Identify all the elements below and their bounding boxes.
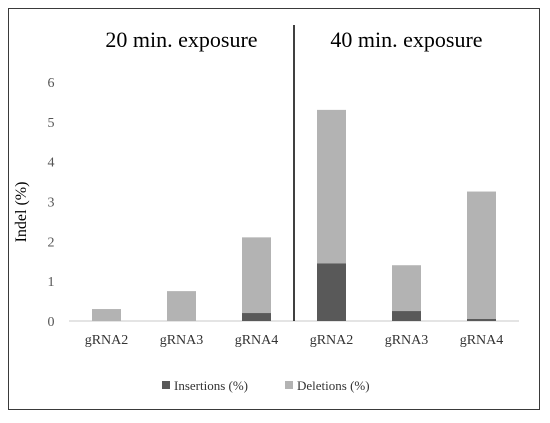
legend-swatch xyxy=(285,381,293,389)
bar-deletions xyxy=(467,191,496,320)
y-axis-ticks: 0 1 2 3 4 5 6 xyxy=(48,76,55,330)
group-label: 20 min. exposure xyxy=(105,27,257,52)
bar-insertions xyxy=(242,313,271,321)
bar-insertions xyxy=(467,319,496,321)
bars xyxy=(92,109,496,321)
legend: Insertions (%) Deletions (%) xyxy=(162,378,370,393)
x-axis-ticks: gRNA2 gRNA3 gRNA4 gRNA2 gRNA3 gRNA4 xyxy=(85,333,504,348)
x-tick-label: gRNA4 xyxy=(235,333,279,348)
x-tick-label: gRNA4 xyxy=(460,333,504,348)
x-tick-label: gRNA3 xyxy=(160,333,204,348)
stacked-bar-chart: 0 1 2 3 4 5 6 gRNA2 gRNA3 gRNA4 gRNA2 gRNA3 gRNA4 2… xyxy=(13,25,519,393)
legend-label: Deletions (%) xyxy=(297,378,370,393)
y-tick-label: 1 xyxy=(48,275,55,290)
x-tick-label: gRNA3 xyxy=(385,333,429,348)
bar-insertions xyxy=(392,311,421,321)
legend-label: Insertions (%) xyxy=(174,378,248,393)
y-tick-label: 3 xyxy=(48,196,55,211)
y-tick-label: 5 xyxy=(48,116,55,131)
bar-deletions xyxy=(317,109,346,264)
bar-deletions xyxy=(167,291,196,321)
y-tick-label: 6 xyxy=(48,76,55,91)
x-tick-label: gRNA2 xyxy=(85,333,129,348)
y-tick-label: 4 xyxy=(48,156,55,171)
x-tick-label: gRNA2 xyxy=(310,333,354,348)
y-axis-label: Indel (%) xyxy=(13,182,30,243)
group-label: 40 min. exposure xyxy=(330,27,482,52)
y-tick-label: 2 xyxy=(48,235,55,250)
group-labels: 20 min. exposure 40 min. exposure xyxy=(105,25,483,321)
y-tick-label: 0 xyxy=(48,315,55,330)
bar-deletions xyxy=(92,309,121,321)
bar-deletions xyxy=(242,237,271,314)
legend-swatch xyxy=(162,381,170,389)
bar-deletions xyxy=(392,265,421,312)
chart-frame: 0 1 2 3 4 5 6 gRNA2 gRNA3 gRNA4 gRNA2 gRNA3 gRNA4 2… xyxy=(8,8,540,410)
bar-insertions xyxy=(317,263,346,321)
